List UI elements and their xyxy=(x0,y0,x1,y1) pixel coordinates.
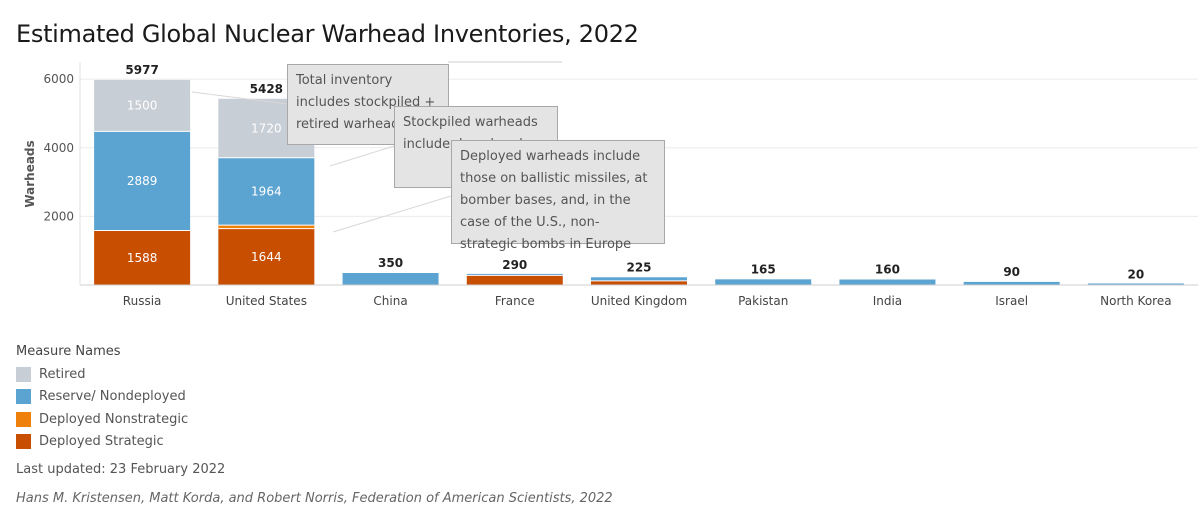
x-tick-label: United States xyxy=(226,294,307,308)
bar-segment[interactable] xyxy=(963,281,1060,285)
total-label: 5977 xyxy=(125,63,158,77)
segment-label: 1644 xyxy=(251,250,282,264)
y-tick-label: 6000 xyxy=(43,72,74,86)
legend-item-retired[interactable]: Retired xyxy=(16,363,188,386)
callout-deployed: Deployed warheads include those on balli… xyxy=(451,140,665,252)
legend-item-deployed-nonstrategic[interactable]: Deployed Nonstrategic xyxy=(16,408,188,431)
legend-item-reserve[interactable]: Reserve/ Nondeployed xyxy=(16,386,188,409)
bar-segment[interactable] xyxy=(94,131,191,231)
bar-segment[interactable] xyxy=(342,272,439,285)
legend-swatch xyxy=(16,434,31,450)
y-tick-label: 2000 xyxy=(43,209,74,223)
legend-label: Reserve/ Nondeployed xyxy=(39,389,186,405)
bar-segment[interactable] xyxy=(218,225,315,229)
segment-label: 1500 xyxy=(127,99,158,113)
total-label: 90 xyxy=(1003,265,1020,279)
callout-leader xyxy=(191,91,288,105)
bar-segment[interactable] xyxy=(715,279,812,285)
x-tick-label: India xyxy=(873,294,902,308)
total-label: 350 xyxy=(378,256,403,270)
labels: 2000 4000 6000 1588 2889 1500 5977 Russia 1644 19… xyxy=(43,63,1171,308)
last-updated: Last updated: 23 February 2022 xyxy=(16,462,226,477)
y-tick-label: 4000 xyxy=(43,141,74,155)
total-label: 290 xyxy=(502,258,527,272)
x-tick-label: France xyxy=(495,294,535,308)
legend-title: Measure Names xyxy=(16,344,121,359)
callout-total-inventory: Total inventory includes stockpiled + re… xyxy=(287,64,449,145)
y-axis-label: Warheads xyxy=(23,140,37,207)
total-label: 160 xyxy=(875,263,900,277)
bars xyxy=(94,79,1184,286)
bar-segment[interactable] xyxy=(466,273,563,276)
segment-label: 1964 xyxy=(251,184,282,198)
bar-segment[interactable] xyxy=(591,280,687,285)
legend-swatch xyxy=(16,366,31,382)
stacked-bar-chart: 2000 4000 6000 1588 2889 1500 5977 Russia 1644 19… xyxy=(23,61,1198,308)
segment-label: 1720 xyxy=(251,121,282,135)
chart-title: Estimated Global Nuclear Warhead Invento… xyxy=(16,20,639,48)
callout-leaders xyxy=(191,61,562,233)
x-tick-label: Pakistan xyxy=(738,294,788,308)
x-tick-label: Israel xyxy=(995,294,1028,308)
total-label: 20 xyxy=(1128,267,1145,281)
callout-leader xyxy=(329,145,395,167)
legend-swatch xyxy=(16,411,31,427)
legend-label: Deployed Nonstrategic xyxy=(39,411,189,427)
legend: Measure Names Retired Reserve/ Nondeploy… xyxy=(16,344,188,453)
x-tick-label: Russia xyxy=(123,294,162,308)
legend-swatch xyxy=(16,389,31,405)
x-tick-label: United Kingdom xyxy=(591,294,687,308)
legend-label: Deployed Strategic xyxy=(39,434,164,450)
bar-segment[interactable] xyxy=(1087,283,1184,286)
segment-label: 2889 xyxy=(127,174,158,188)
total-label: 165 xyxy=(751,262,776,276)
bar-segment[interactable] xyxy=(94,230,191,285)
source-credit: Hans M. Kristensen, Matt Korda, and Robe… xyxy=(16,491,613,506)
x-tick-label: China xyxy=(373,294,407,308)
bar-segment[interactable] xyxy=(591,277,687,281)
bar-segment[interactable] xyxy=(839,279,936,285)
bar-segment[interactable] xyxy=(218,157,315,226)
legend-label: Retired xyxy=(39,366,86,382)
bar-segment[interactable] xyxy=(94,79,191,132)
x-tick-label: North Korea xyxy=(1100,294,1171,308)
callout-leader xyxy=(332,195,452,233)
segment-label: 1588 xyxy=(127,251,158,265)
bar-segment[interactable] xyxy=(218,228,315,285)
bar-segment[interactable] xyxy=(466,275,563,285)
legend-item-deployed-strategic[interactable]: Deployed Strategic xyxy=(16,431,188,454)
total-label: 225 xyxy=(626,260,651,274)
total-label: 5428 xyxy=(250,82,283,96)
